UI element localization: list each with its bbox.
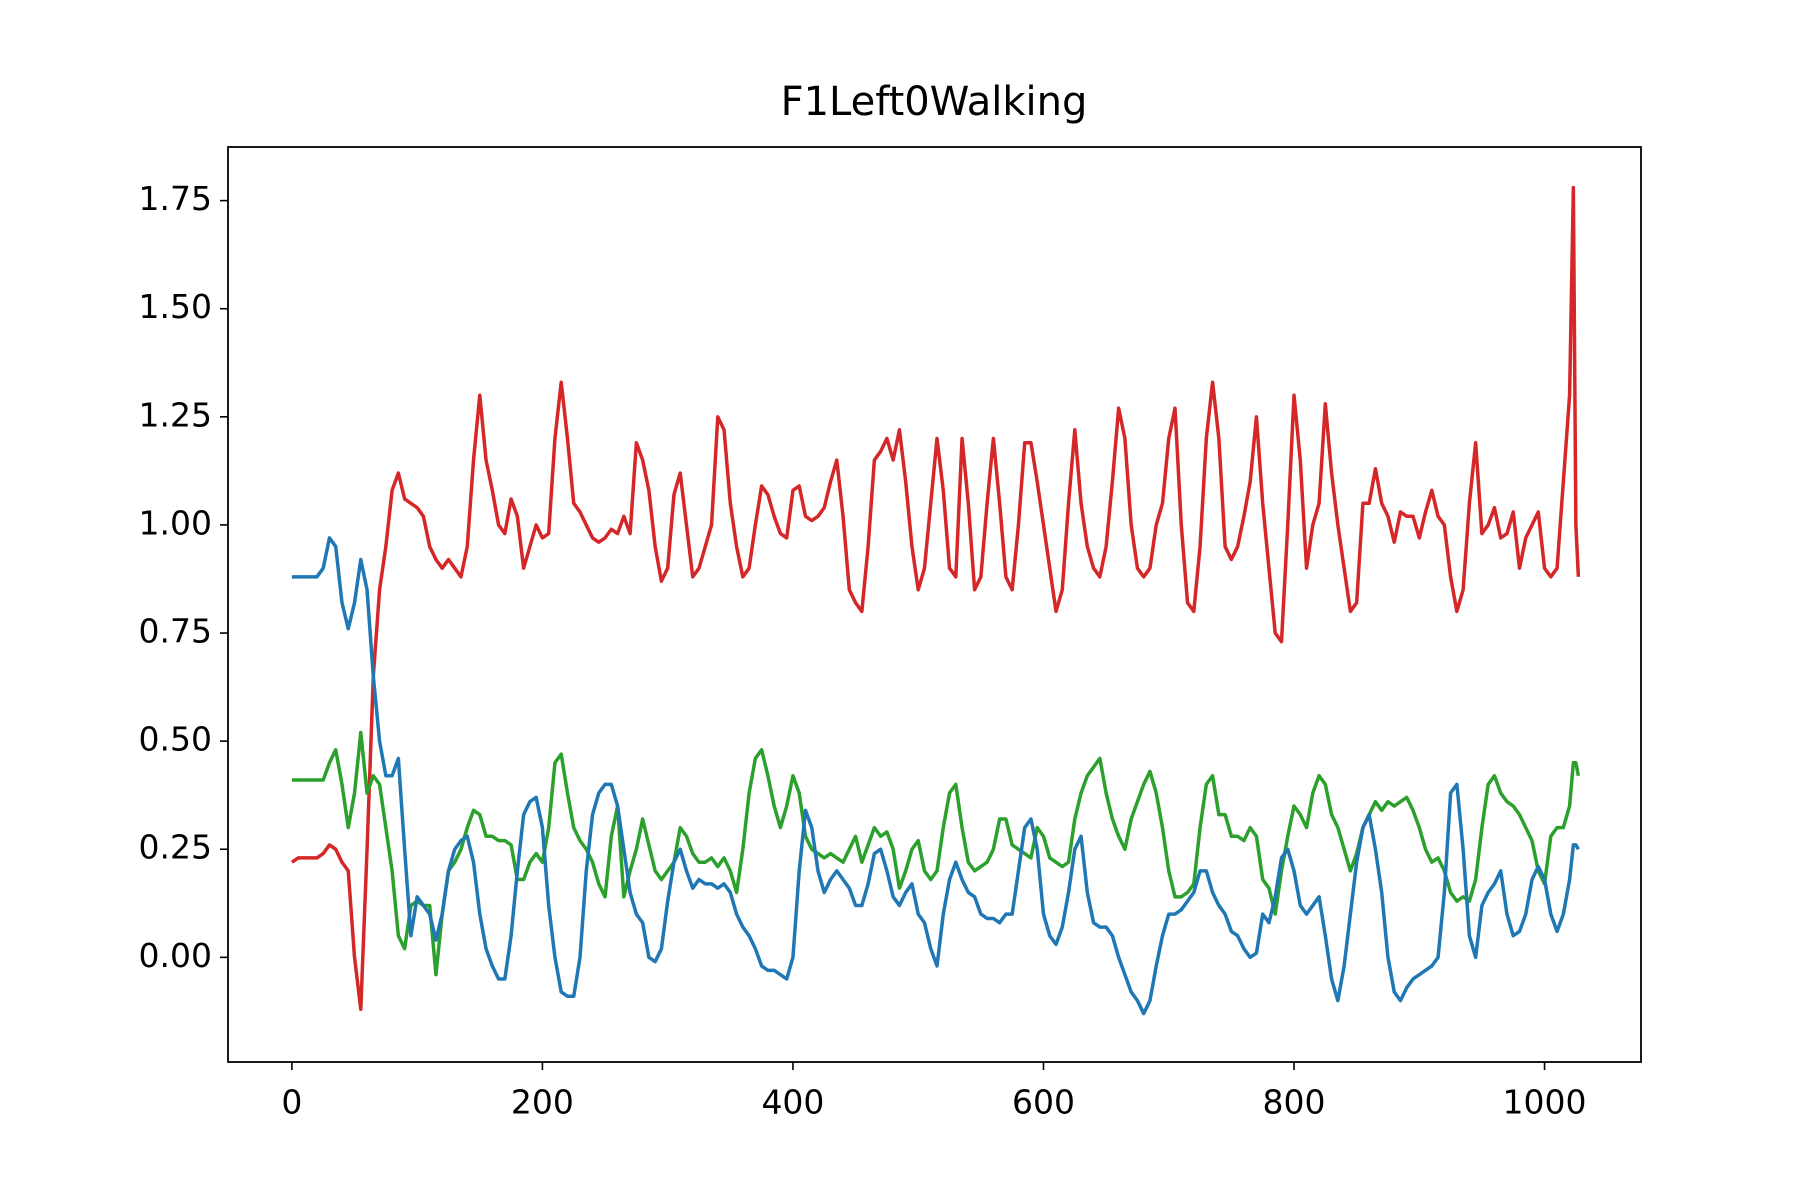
x-tick-label: 800 (1263, 1083, 1326, 1122)
y-tick-label: 1.75 (139, 179, 212, 218)
y-tick-label: 1.25 (139, 395, 212, 434)
y-tick-label: 0.00 (139, 936, 212, 975)
plot-frame (227, 146, 1642, 1063)
x-tick-label: 0 (281, 1083, 302, 1122)
x-tick-label: 1000 (1503, 1083, 1587, 1122)
y-tick-label: 1.00 (139, 503, 212, 542)
y-tick-label: 0.50 (139, 720, 212, 759)
x-tick-label: 600 (1012, 1083, 1075, 1122)
data-line (291, 536, 1580, 1016)
y-tick-label: 0.75 (139, 612, 212, 651)
y-tick-label: 1.50 (139, 287, 212, 326)
x-tick-label: 400 (761, 1083, 824, 1122)
y-tick-label: 0.25 (139, 828, 212, 867)
x-tick-label: 200 (511, 1083, 574, 1122)
chart-title: F1Left0Walking (781, 79, 1088, 125)
data-line (291, 730, 1581, 977)
data-line (290, 185, 1581, 1011)
